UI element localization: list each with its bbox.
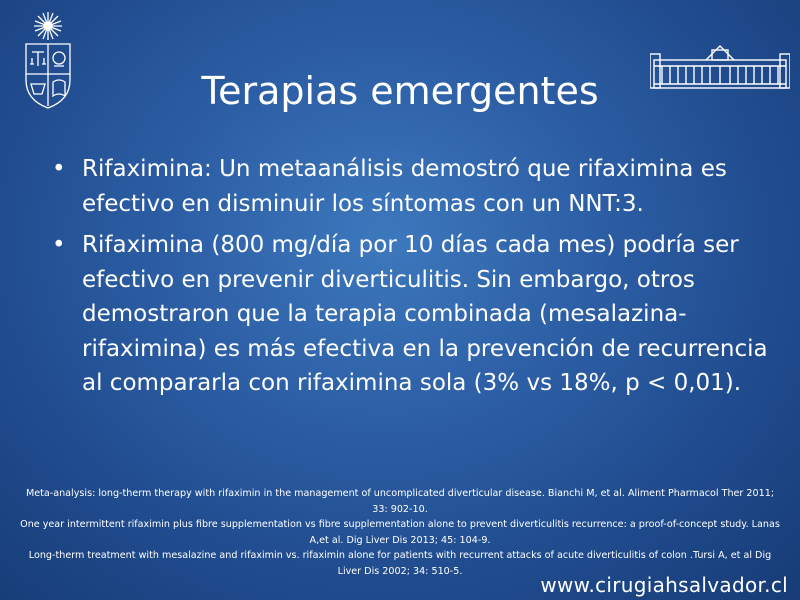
bullet-item: • Rifaximina (800 mg/día por 10 días cad… — [50, 228, 780, 401]
university-crest-icon — [25, 12, 71, 109]
reference-item: One year intermittent rifaximin plus fib… — [20, 519, 780, 546]
bullet-dot-icon: • — [52, 156, 66, 182]
reference-item: Long-therm treatment with mesalazine and… — [28, 550, 772, 577]
slide-title: Terapias emergentes — [201, 69, 599, 114]
hospital-building-icon — [650, 45, 790, 89]
bullet-text: Rifaximina (800 mg/día por 10 días cada … — [82, 232, 768, 396]
bullet-item: • Rifaximina: Un metaanálisis demostró q… — [50, 152, 780, 221]
bullet-text: Rifaximina: Un metaanálisis demostró que… — [82, 156, 727, 217]
reference-item: Meta-analysis: long-therm therapy with r… — [25, 488, 775, 515]
references: Meta-analysis: long-therm therapy with r… — [20, 486, 780, 580]
footer-url: www.cirugiahsalvador.cl — [540, 573, 788, 597]
bullet-dot-icon: • — [52, 232, 66, 258]
bullet-list: • Rifaximina: Un metaanálisis demostró q… — [50, 152, 780, 408]
